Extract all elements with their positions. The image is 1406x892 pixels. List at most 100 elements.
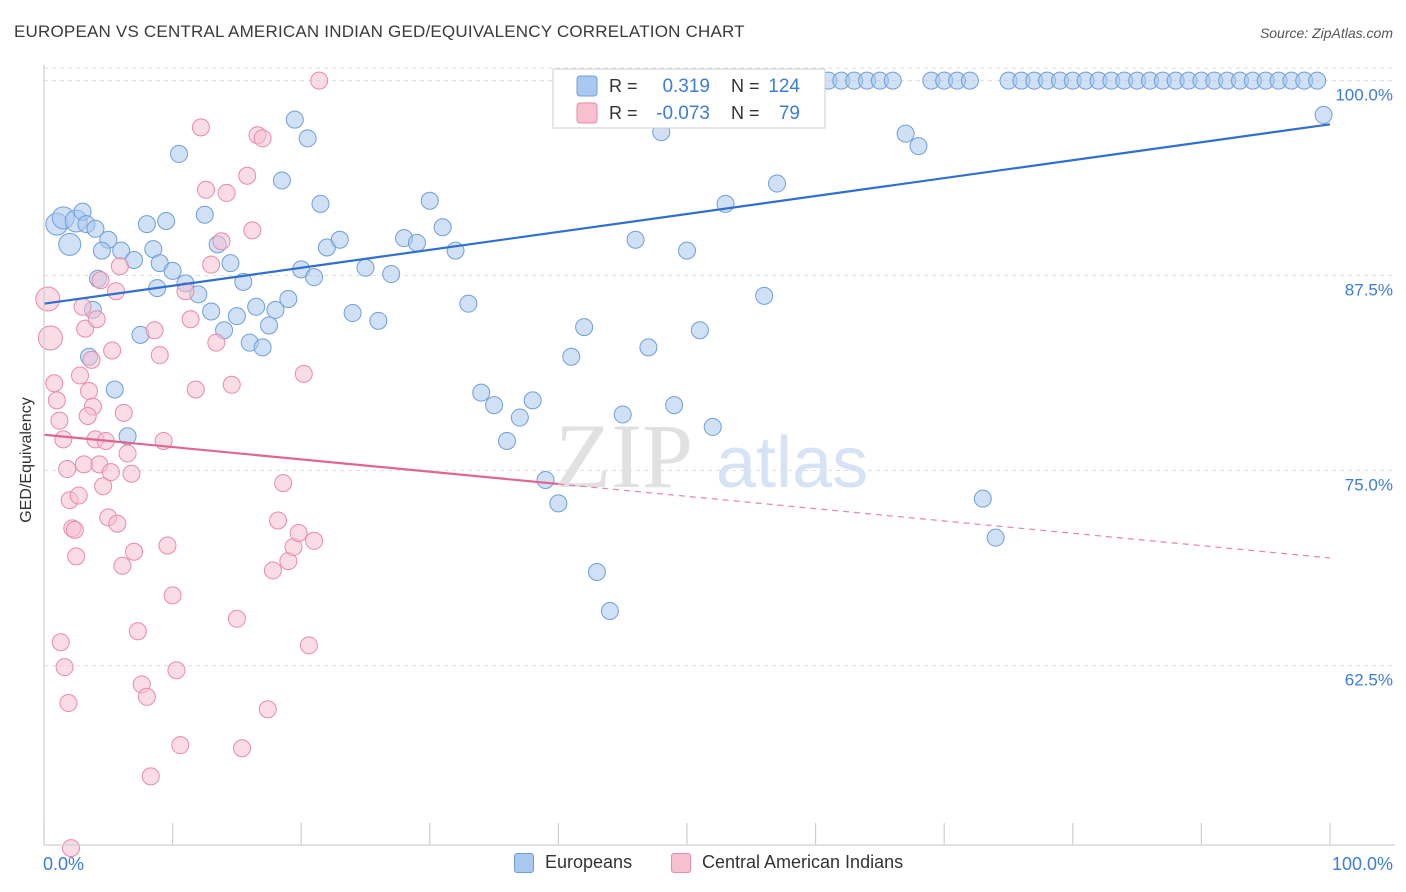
- legend-n-label: N =: [731, 76, 760, 96]
- point-cai: [50, 411, 69, 430]
- point-europeans: [755, 286, 774, 305]
- point-europeans: [298, 129, 317, 148]
- point-cai: [197, 180, 216, 199]
- point-cai: [110, 257, 129, 276]
- point-europeans: [311, 194, 330, 213]
- watermark: ZIP atlas: [555, 405, 868, 507]
- point-cai: [71, 366, 90, 385]
- point-cai: [207, 333, 226, 352]
- point-europeans: [279, 290, 298, 308]
- point-europeans: [587, 563, 606, 581]
- point-cai: [258, 700, 277, 719]
- point-europeans: [92, 241, 111, 260]
- point-europeans: [600, 602, 619, 620]
- source-label: Source: ZipAtlas.com: [1259, 25, 1393, 41]
- point-europeans: [247, 297, 266, 316]
- point-europeans: [703, 417, 722, 436]
- legend-item-europeans[interactable]: Europeans: [514, 852, 632, 873]
- point-cai: [67, 547, 86, 566]
- legend-box: R = 0.319 N = 124 R = -0.073 N = 79: [552, 68, 826, 129]
- point-cai: [158, 536, 177, 555]
- point-europeans: [343, 304, 362, 323]
- point-cai: [87, 310, 106, 329]
- point-europeans: [137, 215, 156, 234]
- point-europeans: [896, 124, 915, 143]
- y-tick-label: 100.0%: [1335, 86, 1393, 105]
- point-cai: [310, 71, 329, 90]
- point-cai: [212, 232, 231, 251]
- point-cai: [114, 403, 133, 422]
- point-europeans: [626, 230, 645, 249]
- point-europeans: [536, 470, 555, 489]
- point-cai: [274, 474, 293, 493]
- point-cai: [65, 520, 84, 539]
- point-cai: [113, 556, 132, 575]
- point-europeans: [510, 408, 529, 427]
- point-cai: [103, 341, 122, 360]
- point-europeans: [497, 431, 516, 450]
- y-tick-label: 87.5%: [1345, 281, 1393, 300]
- point-europeans: [58, 232, 82, 256]
- legend-r-value: -0.073: [656, 103, 710, 124]
- point-cai: [176, 282, 195, 301]
- point-cai: [62, 839, 81, 858]
- point-cai: [47, 391, 66, 410]
- point-europeans: [420, 191, 439, 210]
- point-europeans: [195, 205, 214, 224]
- point-cai: [74, 455, 93, 474]
- point-cai: [91, 271, 110, 290]
- trend-line-extension-cai: [558, 483, 1331, 559]
- point-europeans: [170, 144, 189, 163]
- point-cai: [125, 542, 144, 561]
- point-cai: [269, 511, 288, 530]
- point-europeans: [472, 383, 491, 402]
- point-europeans: [523, 391, 542, 410]
- point-europeans: [260, 316, 279, 335]
- point-europeans: [266, 300, 285, 319]
- point-cai: [54, 430, 73, 449]
- point-europeans: [909, 137, 928, 156]
- legend-item-cai[interactable]: Central American Indians: [671, 852, 903, 873]
- watermark-atlas: atlas: [716, 423, 868, 503]
- point-cai: [82, 350, 101, 369]
- point-cai: [80, 382, 99, 401]
- x-tick-label: 100.0%: [1332, 854, 1393, 874]
- point-europeans: [272, 171, 291, 190]
- grid-layer: [44, 67, 1395, 667]
- point-europeans: [433, 218, 452, 237]
- legend-n-label: N =: [731, 103, 760, 123]
- point-cai: [69, 486, 88, 505]
- point-europeans: [459, 294, 478, 313]
- point-europeans: [883, 71, 902, 90]
- point-cai: [238, 166, 257, 185]
- point-cai: [263, 561, 282, 580]
- point-europeans: [356, 258, 375, 277]
- y-axis-label: GED/Equivalency: [18, 397, 35, 522]
- point-europeans: [575, 318, 594, 337]
- point-cai: [128, 622, 147, 641]
- point-europeans: [613, 405, 632, 424]
- point-europeans: [382, 265, 401, 284]
- point-cai: [55, 658, 74, 677]
- y-tick-label: 75.0%: [1345, 476, 1393, 495]
- point-europeans: [562, 347, 581, 366]
- point-cai: [101, 463, 120, 482]
- point-cai: [150, 346, 169, 365]
- point-cai: [294, 364, 313, 383]
- point-cai: [122, 464, 141, 483]
- point-cai: [299, 636, 318, 655]
- point-europeans: [221, 254, 240, 273]
- point-cai: [227, 609, 246, 628]
- point-europeans: [285, 110, 304, 129]
- point-cai: [45, 374, 64, 393]
- legend-r-value: 0.319: [662, 76, 710, 97]
- point-cai: [58, 460, 77, 479]
- point-cai: [202, 255, 221, 274]
- legend-label-europeans: Europeans: [545, 852, 633, 872]
- legend-swatch-cai: [671, 852, 691, 873]
- point-europeans: [234, 272, 253, 291]
- point-cai: [305, 531, 324, 550]
- point-europeans: [253, 338, 272, 357]
- point-europeans: [678, 241, 696, 260]
- point-europeans: [227, 307, 246, 326]
